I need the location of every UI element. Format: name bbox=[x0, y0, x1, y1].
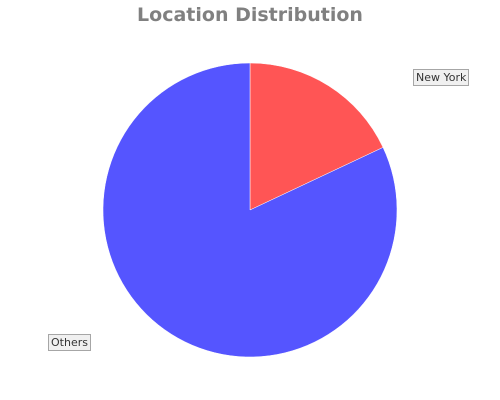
slice-label-new-york: New York bbox=[413, 69, 470, 86]
chart-title: Location Distribution bbox=[137, 4, 363, 26]
pie-slice-others bbox=[102, 62, 398, 358]
leader-line-others bbox=[86, 334, 171, 346]
pie-slice-new-york bbox=[249, 62, 384, 211]
leader-line-new-york bbox=[329, 74, 413, 86]
pie-slices bbox=[102, 62, 398, 358]
slice-label-others: Others bbox=[48, 334, 91, 351]
